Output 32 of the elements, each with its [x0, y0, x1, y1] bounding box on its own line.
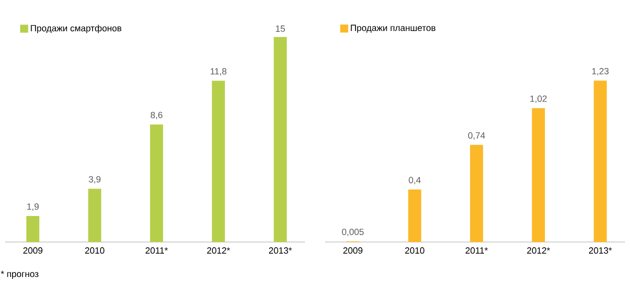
x-tick-label: 2012*	[527, 247, 550, 254]
legend-label: Продажи планшетов	[350, 24, 436, 33]
x-tick-label: 2013*	[269, 247, 292, 254]
bar	[212, 80, 225, 242]
data-label: 1,9	[27, 203, 39, 211]
bar	[594, 80, 607, 242]
x-tick-label: 2010	[85, 247, 104, 254]
bar	[408, 190, 422, 242]
data-label: 3,9	[88, 176, 101, 184]
text: * прогноз	[0, 270, 38, 279]
data-label: 11,8	[210, 68, 226, 76]
bar	[26, 216, 40, 242]
x-tick-label: 2011*	[146, 247, 168, 254]
data-label: 15	[276, 26, 285, 32]
x-tick-label: 2013*	[589, 247, 612, 254]
data-label: 0,4	[408, 176, 421, 184]
legend-label: Продажи смартфонов	[30, 24, 122, 34]
data-label: 0,74	[468, 132, 486, 140]
data-label: 0,005	[342, 228, 364, 236]
x-tick-label: 2012*	[207, 247, 230, 254]
data-label: 8,6	[150, 112, 162, 120]
x-tick-label: 2011*	[466, 247, 488, 254]
x-tick-label: 2009	[343, 247, 362, 254]
bar	[274, 37, 287, 242]
data-label: 1,02	[530, 96, 547, 103]
bar	[88, 188, 102, 242]
bar	[150, 124, 164, 242]
data-label: 1,23	[592, 68, 609, 76]
x-tick-label: 2010	[405, 247, 424, 254]
bar	[470, 144, 484, 242]
x-tick-label: 2009	[23, 247, 42, 254]
bar	[532, 108, 545, 242]
